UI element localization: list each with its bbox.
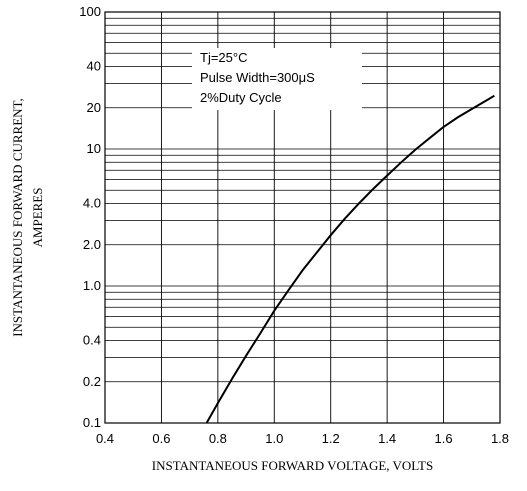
x-tick-label: 1.4 (378, 431, 396, 446)
x-axis-title: INSTANTANEOUS FORWARD VOLTAGE, VOLTS (152, 458, 433, 473)
y-tick-label: 0.1 (83, 415, 101, 430)
y-tick-label: 40 (87, 59, 101, 74)
y-tick-label: 2.0 (83, 237, 101, 252)
y-tick-label: 1.0 (83, 278, 101, 293)
x-tick-label: 1.0 (265, 431, 283, 446)
y-tick-label: 0.4 (83, 333, 101, 348)
annotation-pulse-width: Pulse Width=300μS (200, 70, 315, 85)
annotation-tj: Tj=25°C (200, 50, 247, 65)
y-tick-label: 10 (87, 141, 101, 156)
x-tick-label: 1.2 (322, 431, 340, 446)
y-axis-title-line1: INSTANTANEOUS FORWARD CURRENT, (10, 98, 25, 337)
x-tick-label: 0.4 (96, 431, 114, 446)
forward-current-curve (205, 94, 495, 424)
conditions-box (192, 48, 362, 110)
x-tick-label: 1.6 (435, 431, 453, 446)
annotation-duty-cycle: 2%Duty Cycle (200, 90, 282, 105)
x-tick-label: 0.8 (209, 431, 227, 446)
x-tick-label: 1.8 (491, 431, 509, 446)
y-tick-label: 4.0 (83, 196, 101, 211)
grid (104, 12, 501, 423)
y-tick-label: 0.2 (83, 374, 101, 389)
x-tick-label: 0.6 (152, 431, 170, 446)
y-tick-label: 20 (87, 100, 101, 115)
y-axis-title-line2: AMPERES (30, 188, 45, 248)
y-tick-labels: 0.1 0.2 0.4 1.0 2.0 4.0 10 20 40 100 (79, 4, 101, 430)
x-tick-labels: 0.4 0.6 0.8 1.0 1.2 1.4 1.6 1.8 (96, 431, 509, 446)
y-tick-label: 100 (79, 4, 101, 19)
plot-frame (104, 11, 501, 424)
